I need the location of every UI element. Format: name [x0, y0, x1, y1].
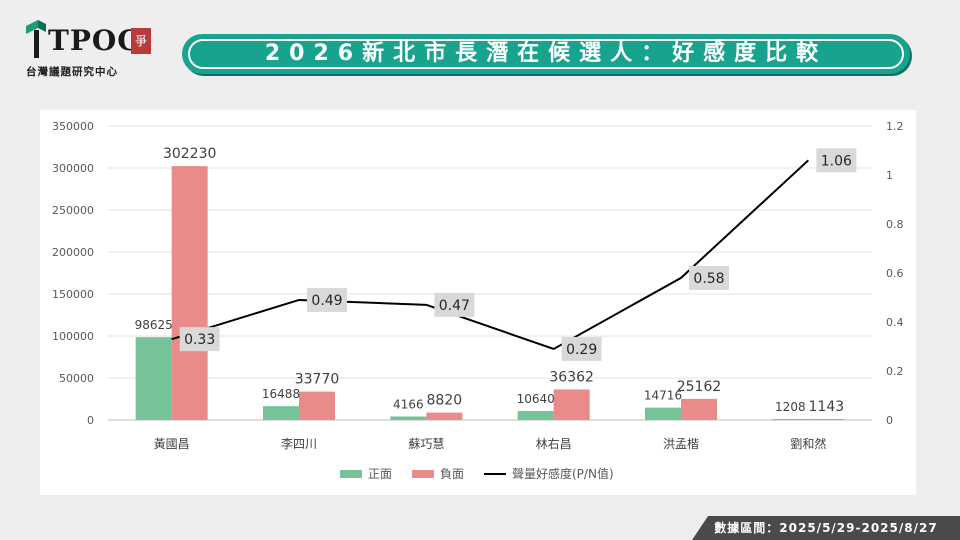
ratio-label: 0.29 [566, 342, 597, 358]
left-axis-tick: 100000 [52, 330, 94, 343]
bar-positive-label: 14716 [644, 389, 682, 403]
category-label: 洪孟楷 [663, 436, 699, 451]
bar-positive [772, 418, 809, 420]
category-label: 蘇巧慧 [408, 436, 444, 451]
date-range: 數據區間：2025/5/29-2025/8/27 [692, 516, 960, 540]
ratio-label-box [561, 336, 602, 361]
ratio-label: 0.49 [311, 293, 342, 309]
legend-label-ratio: 聲量好感度(P/N值) [512, 466, 614, 481]
bar-negative [426, 412, 463, 420]
legend-label-positive: 正面 [368, 467, 392, 481]
category-label: 劉和然 [790, 436, 826, 451]
bar-positive [517, 411, 554, 420]
left-axis-ticks: 0 50000 100000 150000 200000 250000 300000 3500… [52, 120, 94, 427]
logo-badge: 爭 [131, 28, 151, 54]
bar-positive-label: 1208 [775, 400, 806, 414]
ratio-labels: 0.33 0.49 0.47 0.29 0.58 1.06 [179, 148, 857, 361]
category-label: 黃國昌 [154, 437, 190, 451]
bar-positive [263, 406, 299, 420]
chart-panel: 0 50000 100000 150000 200000 250000 300000 3500… [40, 110, 916, 495]
bar-negative [808, 419, 845, 420]
logo-subtitle: 台灣議題研究中心 [26, 66, 118, 78]
left-axis-tick: 350000 [52, 120, 94, 133]
ratio-label-box [179, 327, 220, 352]
bar-negative [681, 398, 717, 420]
left-axis-tick: 250000 [52, 204, 94, 217]
ratio-label-box [434, 292, 475, 317]
right-axis-ticks: 0 0.2 0.4 0.6 0.8 1 1.2 [886, 120, 904, 427]
left-axis-tick: 200000 [52, 246, 94, 259]
bar-positive-label: 10640 [517, 392, 555, 406]
logo: TPOC 爭 台灣議題研究中心 [24, 18, 154, 80]
right-axis-tick: 0.4 [886, 316, 904, 329]
bar-positive [390, 416, 427, 420]
bar-negative-label: 302230 [163, 146, 216, 162]
gridlines [108, 125, 872, 421]
category-labels: 黃國昌 李四川 蘇巧慧 林右昌 洪孟楷 劉和然 [154, 436, 827, 451]
ratio-label: 0.47 [439, 298, 470, 314]
bar-positive-label: 4166 [393, 398, 424, 412]
ratio-label: 0.58 [693, 271, 724, 287]
ratio-label-box [689, 265, 729, 290]
right-axis-tick: 0.6 [886, 267, 904, 280]
page-title: 2026新北市長潛在候選人：好感度比較 [264, 41, 828, 66]
bar-negative-label: 25162 [677, 379, 722, 395]
legend: 正面 負面 聲量好感度(P/N值) [340, 466, 614, 481]
bar-negative [553, 389, 590, 420]
title-banner: 2026新北市長潛在候選人：好感度比較 [182, 34, 910, 74]
ratio-label: 0.33 [184, 332, 215, 348]
right-axis-tick: 0.8 [886, 218, 904, 231]
bar-positive-label: 16488 [262, 387, 300, 401]
logo-text: TPOC [48, 24, 141, 57]
ratio-label-box [816, 148, 857, 173]
left-axis-tick: 300000 [52, 162, 94, 175]
legend-swatch-positive [340, 470, 362, 478]
ratio-polyline [171, 159, 810, 351]
chart: 0 50000 100000 150000 200000 250000 300000 3500… [52, 120, 904, 481]
right-axis-tick: 0.2 [886, 365, 904, 378]
bar-positive [135, 337, 172, 420]
right-axis-tick: 1 [886, 169, 893, 182]
category-label: 李四川 [281, 436, 317, 451]
bars [135, 166, 845, 420]
right-axis-tick: 1.2 [886, 120, 904, 133]
bar-negative-label: 33770 [295, 372, 340, 388]
bar-negative-label: 36362 [549, 369, 594, 385]
bar-negative-label: 1143 [809, 399, 845, 415]
logo-mark-icon [26, 20, 46, 58]
left-axis-tick: 0 [87, 414, 94, 427]
ratio-label-box [307, 287, 347, 312]
bar-negative [171, 166, 208, 420]
left-axis-tick: 50000 [59, 372, 94, 385]
ratio-line [171, 159, 810, 351]
bar-negative [299, 391, 335, 420]
left-axis-tick: 150000 [52, 288, 94, 301]
category-label: 林右昌 [536, 436, 572, 451]
bar-negative-label: 8820 [427, 393, 463, 409]
right-axis-tick: 0 [886, 414, 893, 427]
bar-positive-label: 98625 [135, 318, 173, 332]
bar-positive [645, 407, 681, 420]
legend-swatch-negative [412, 470, 434, 478]
ratio-label: 1.06 [821, 153, 852, 169]
legend-label-negative: 負面 [440, 467, 464, 481]
